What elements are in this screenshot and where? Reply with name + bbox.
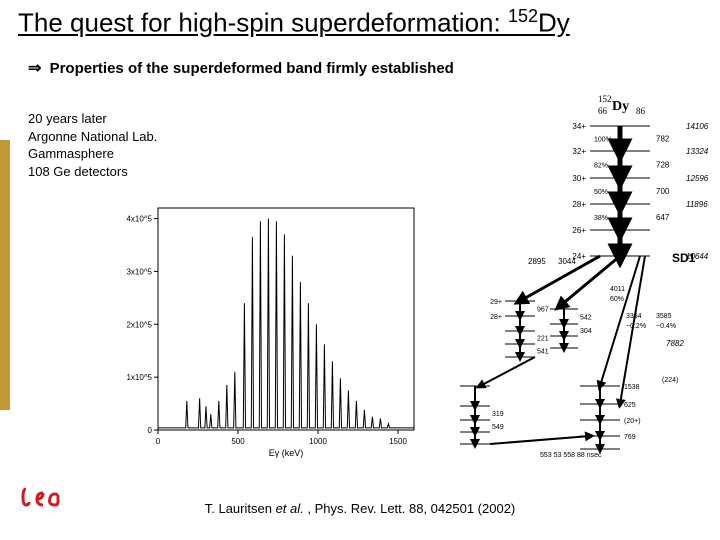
svg-text:60%: 60% — [610, 296, 624, 303]
citation-etal: et al. — [276, 501, 304, 516]
svg-text:500: 500 — [231, 437, 245, 446]
svg-text:1000: 1000 — [309, 437, 327, 446]
svg-text:(224): (224) — [662, 377, 678, 384]
svg-text:82%: 82% — [594, 163, 608, 170]
svg-text:66: 66 — [598, 106, 608, 116]
svg-text:2895: 2895 — [528, 257, 546, 266]
gamma-spectrum-chart: 0 500 1000 1500 0 1x10^5 2x10^5 3x10^5 4x10^5 Eγ … — [110, 200, 420, 460]
svg-text:304: 304 — [580, 328, 592, 335]
svg-text:34+: 34+ — [572, 122, 586, 131]
svg-text:32+: 32+ — [572, 147, 586, 156]
svg-text:SD1: SD1 — [672, 251, 696, 265]
svg-text:782: 782 — [656, 135, 670, 144]
context-block: 20 years later Argonne National Lab. Gam… — [28, 110, 157, 180]
svg-text:50%: 50% — [594, 189, 608, 196]
svg-text:549: 549 — [492, 424, 504, 431]
svg-text:0: 0 — [148, 426, 153, 435]
citation-ref: , Phys. Rev. Lett. 88, 042501 (2002) — [304, 501, 516, 516]
svg-text:28+: 28+ — [490, 314, 502, 321]
svg-text:3364: 3364 — [626, 313, 642, 320]
svg-text:26+: 26+ — [572, 226, 586, 235]
subtitle: ⇒ Properties of the superdeformed band f… — [28, 58, 454, 78]
accent-bar — [0, 140, 10, 410]
context-line: Gammasphere — [28, 145, 157, 163]
svg-text:728: 728 — [656, 161, 670, 170]
svg-text:3585: 3585 — [656, 313, 672, 320]
svg-text:1500: 1500 — [389, 437, 407, 446]
svg-text:(20+): (20+) — [624, 418, 641, 425]
svg-text:7882: 7882 — [666, 339, 684, 348]
svg-text:541: 541 — [537, 349, 549, 356]
svg-text:13324: 13324 — [686, 147, 709, 156]
svg-text:100%: 100% — [594, 137, 612, 144]
svg-text:86: 86 — [636, 106, 646, 116]
svg-text:3x10^5: 3x10^5 — [126, 267, 152, 276]
svg-text:12596: 12596 — [686, 174, 709, 183]
svg-text:3044: 3044 — [558, 257, 576, 266]
context-line: 108 Ge detectors — [28, 163, 157, 181]
svg-text:~0.2%: ~0.2% — [626, 323, 646, 330]
title-mass: 152 — [508, 6, 538, 26]
svg-text:~0.4%: ~0.4% — [656, 323, 676, 330]
slide-title: The quest for high-spin superdeformation… — [18, 6, 570, 39]
svg-text:11896: 11896 — [686, 200, 708, 209]
citation-author: T. Lauritsen — [205, 501, 276, 516]
svg-text:38%: 38% — [594, 215, 608, 222]
svg-text:14106: 14106 — [686, 122, 709, 131]
svg-text:152: 152 — [598, 94, 612, 104]
svg-text:553 53 558 88 nsec: 553 53 558 88 nsec — [540, 452, 602, 459]
svg-text:29+: 29+ — [490, 299, 502, 306]
title-element: Dy — [538, 8, 570, 38]
subtitle-text: Properties of the superdeformed band fir… — [50, 60, 454, 77]
svg-text:647: 647 — [656, 213, 670, 222]
svg-text:967: 967 — [537, 307, 549, 314]
context-line: 20 years later — [28, 110, 157, 128]
svg-text:221: 221 — [537, 336, 549, 343]
svg-text:700: 700 — [656, 187, 670, 196]
svg-text:1x10^5: 1x10^5 — [126, 373, 152, 382]
svg-text:769: 769 — [624, 434, 636, 441]
context-line: Argonne National Lab. — [28, 128, 157, 146]
svg-text:4x10^5: 4x10^5 — [126, 215, 152, 224]
svg-text:Eγ (keV): Eγ (keV) — [269, 448, 304, 458]
implies-arrow: ⇒ — [28, 60, 41, 77]
svg-text:30+: 30+ — [572, 174, 586, 183]
svg-text:0: 0 — [156, 437, 161, 446]
level-scheme-diagram: 34+ 14106 32+ 13324 782 100% 30+ 12596 728 82% 28+… — [440, 86, 710, 466]
svg-text:4011: 4011 — [610, 286, 625, 293]
citation: T. Lauritsen et al. , Phys. Rev. Lett. 8… — [0, 501, 720, 516]
svg-text:542: 542 — [580, 315, 592, 322]
svg-text:2x10^5: 2x10^5 — [126, 320, 152, 329]
svg-text:625: 625 — [624, 402, 636, 409]
svg-text:28+: 28+ — [572, 200, 586, 209]
title-prefix: The quest for high-spin superdeformation… — [18, 8, 508, 38]
svg-text:319: 319 — [492, 411, 504, 418]
svg-text:Dy: Dy — [612, 99, 629, 114]
svg-text:1538: 1538 — [624, 384, 640, 391]
